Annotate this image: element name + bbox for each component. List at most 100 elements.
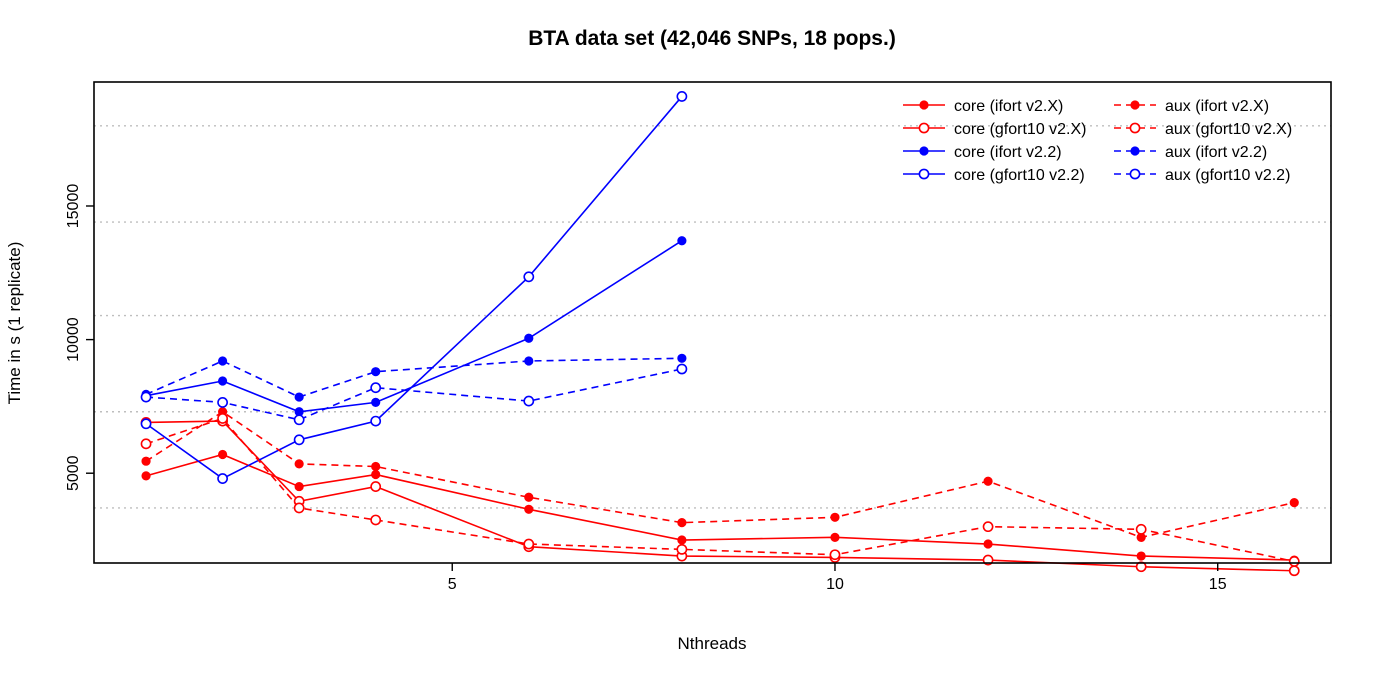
legend-marker	[1129, 168, 1141, 180]
data-point	[371, 367, 381, 377]
data-point	[830, 512, 840, 522]
legend-label: core (ifort v2.2)	[954, 144, 1062, 161]
data-point	[1289, 498, 1299, 508]
data-point	[676, 91, 688, 102]
plot-frame	[93, 81, 1332, 564]
series-6	[140, 413, 1300, 567]
legend-item-6: aux (gfort10 v2.X)	[1114, 121, 1292, 138]
legend-marker	[1130, 100, 1140, 110]
data-point	[217, 396, 228, 408]
data-point	[141, 456, 151, 466]
legend-item-2: core (gfort10 v2.X)	[903, 121, 1087, 138]
data-point	[677, 535, 687, 545]
data-point	[983, 476, 993, 486]
legend-marker	[918, 122, 930, 134]
x-tick-label: 10	[826, 576, 844, 593]
y-tick-label: 5000	[65, 455, 82, 491]
data-point	[294, 459, 304, 469]
data-point	[676, 543, 688, 555]
data-point	[294, 392, 304, 402]
legend-label: aux (ifort v2.2)	[1165, 144, 1267, 161]
legend-item-3: core (ifort v2.2)	[903, 144, 1062, 161]
data-point	[141, 471, 151, 481]
legend-marker	[1129, 122, 1141, 134]
y-tick-label: 10000	[65, 317, 82, 362]
data-point	[293, 414, 305, 426]
data-point	[370, 481, 382, 492]
legend-item-7: aux (ifort v2.2)	[1114, 144, 1267, 161]
chart-title: BTA data set (42,046 SNPs, 18 pops.)	[528, 27, 896, 50]
legend-label: core (ifort v2.X)	[954, 98, 1063, 115]
y-axis-label: Time in s (1 replicate)	[5, 242, 24, 405]
data-point	[1135, 561, 1147, 573]
data-point	[677, 236, 687, 246]
data-point	[370, 382, 382, 394]
data-point	[676, 363, 688, 375]
legend-item-4: core (gfort10 v2.2)	[903, 167, 1085, 184]
series-line	[146, 420, 1295, 572]
legend-marker	[918, 168, 930, 180]
data-point	[829, 549, 841, 561]
data-point	[217, 356, 228, 366]
data-point	[294, 481, 304, 492]
series-4	[140, 91, 688, 484]
series-line	[145, 357, 682, 398]
legend-label: aux (ifort v2.X)	[1165, 98, 1269, 115]
legend-item-5: aux (ifort v2.X)	[1114, 98, 1269, 115]
data-point	[983, 539, 993, 549]
data-point	[677, 353, 687, 363]
data-point	[371, 461, 381, 472]
legend: core (ifort v2.X) core (gfort10 v2.X) core…	[903, 98, 1292, 184]
data-series	[140, 91, 1300, 577]
legend-item-8: aux (gfort10 v2.2)	[1114, 167, 1290, 184]
data-point	[217, 376, 228, 386]
legend-marker	[919, 100, 929, 110]
series-line	[145, 368, 683, 421]
data-point	[1288, 565, 1300, 577]
data-point	[830, 532, 840, 542]
legend-label: core (gfort10 v2.X)	[954, 121, 1087, 138]
data-point	[293, 502, 305, 514]
data-point	[677, 518, 687, 528]
series-1	[141, 449, 1299, 565]
data-point	[217, 413, 228, 424]
data-point	[217, 449, 228, 460]
data-point	[371, 469, 381, 480]
series-2	[140, 415, 1300, 577]
series-line	[145, 453, 1295, 561]
data-point	[370, 514, 382, 526]
data-point	[1136, 551, 1146, 561]
data-point	[1135, 523, 1147, 535]
legend-marker	[919, 146, 929, 156]
x-axis-label: Nthreads	[678, 634, 747, 653]
series-line	[145, 95, 683, 480]
axes: 5 10 15 5000 10000 15000	[65, 184, 1227, 593]
x-tick-label: 5	[448, 576, 457, 593]
legend-label: core (gfort10 v2.2)	[954, 167, 1085, 184]
x-tick-label: 15	[1209, 576, 1227, 593]
series-line	[145, 240, 683, 413]
data-point	[217, 473, 228, 484]
data-point	[140, 391, 152, 403]
series-line	[145, 417, 1295, 563]
data-point	[524, 504, 534, 514]
data-point	[140, 418, 152, 430]
data-point	[524, 333, 534, 343]
grid-lines	[94, 125, 1331, 509]
series-5	[141, 407, 1299, 542]
data-point	[523, 538, 535, 550]
data-point	[370, 415, 382, 427]
data-point	[982, 521, 994, 533]
legend-label: aux (gfort10 v2.X)	[1165, 121, 1292, 138]
data-point	[524, 492, 534, 502]
legend-item-1: core (ifort v2.X)	[903, 98, 1063, 115]
data-point	[524, 356, 534, 366]
data-point	[523, 395, 535, 407]
data-point	[293, 434, 305, 446]
data-point	[140, 438, 152, 450]
data-point	[1288, 555, 1300, 567]
data-point	[523, 271, 535, 283]
series-3	[141, 236, 687, 417]
legend-label: aux (gfort10 v2.2)	[1165, 167, 1290, 184]
